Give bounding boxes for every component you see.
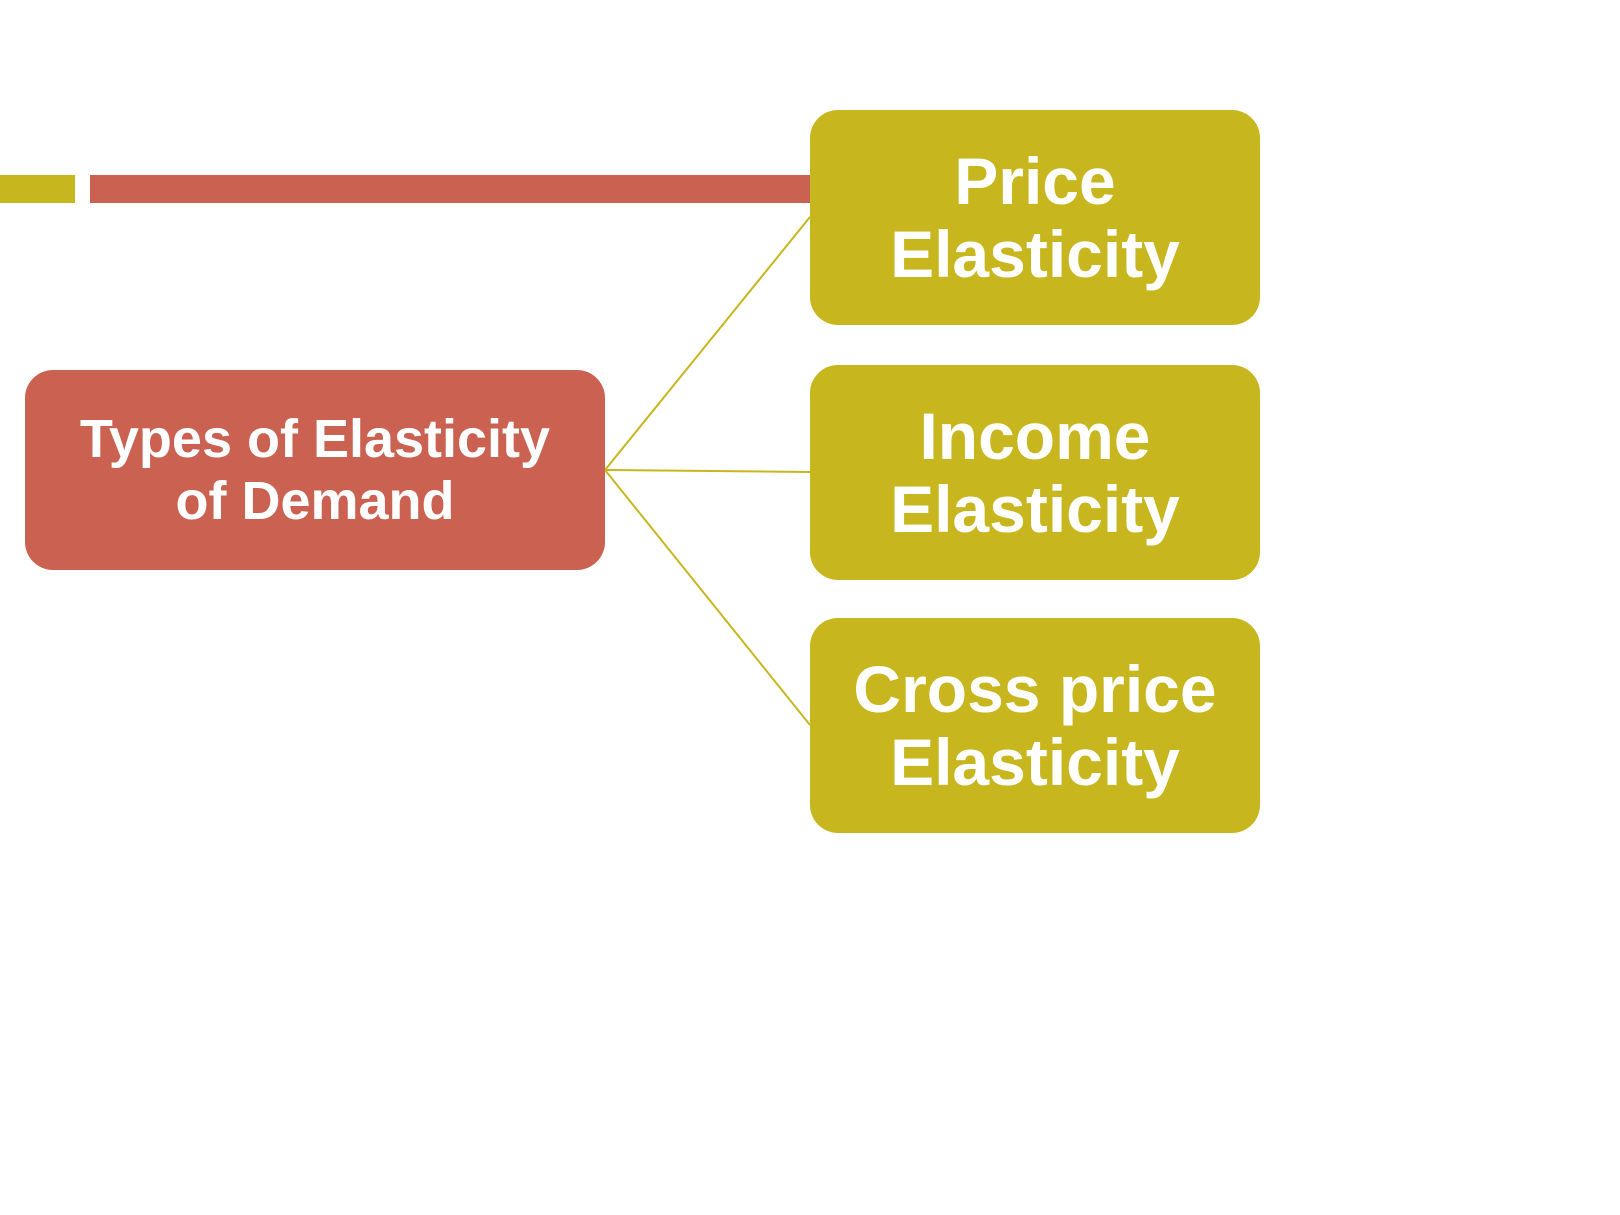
- connector-line-1: [605, 217, 810, 470]
- connector-line-2: [605, 470, 810, 472]
- root-label: Types of Elasticity of Demand: [80, 408, 550, 532]
- child-node-3: Cross price Elasticity: [810, 618, 1260, 833]
- child-label-2: Income Elasticity: [890, 400, 1180, 545]
- connector-line-3: [605, 470, 810, 725]
- accent-bar-short: [0, 175, 75, 203]
- child-label-1: Price Elasticity: [890, 145, 1180, 290]
- child-label-3: Cross price Elasticity: [853, 653, 1216, 798]
- child-node-2: Income Elasticity: [810, 365, 1260, 580]
- root-node: Types of Elasticity of Demand: [25, 370, 605, 570]
- child-node-1: Price Elasticity: [810, 110, 1260, 325]
- accent-bar-long: [90, 175, 810, 203]
